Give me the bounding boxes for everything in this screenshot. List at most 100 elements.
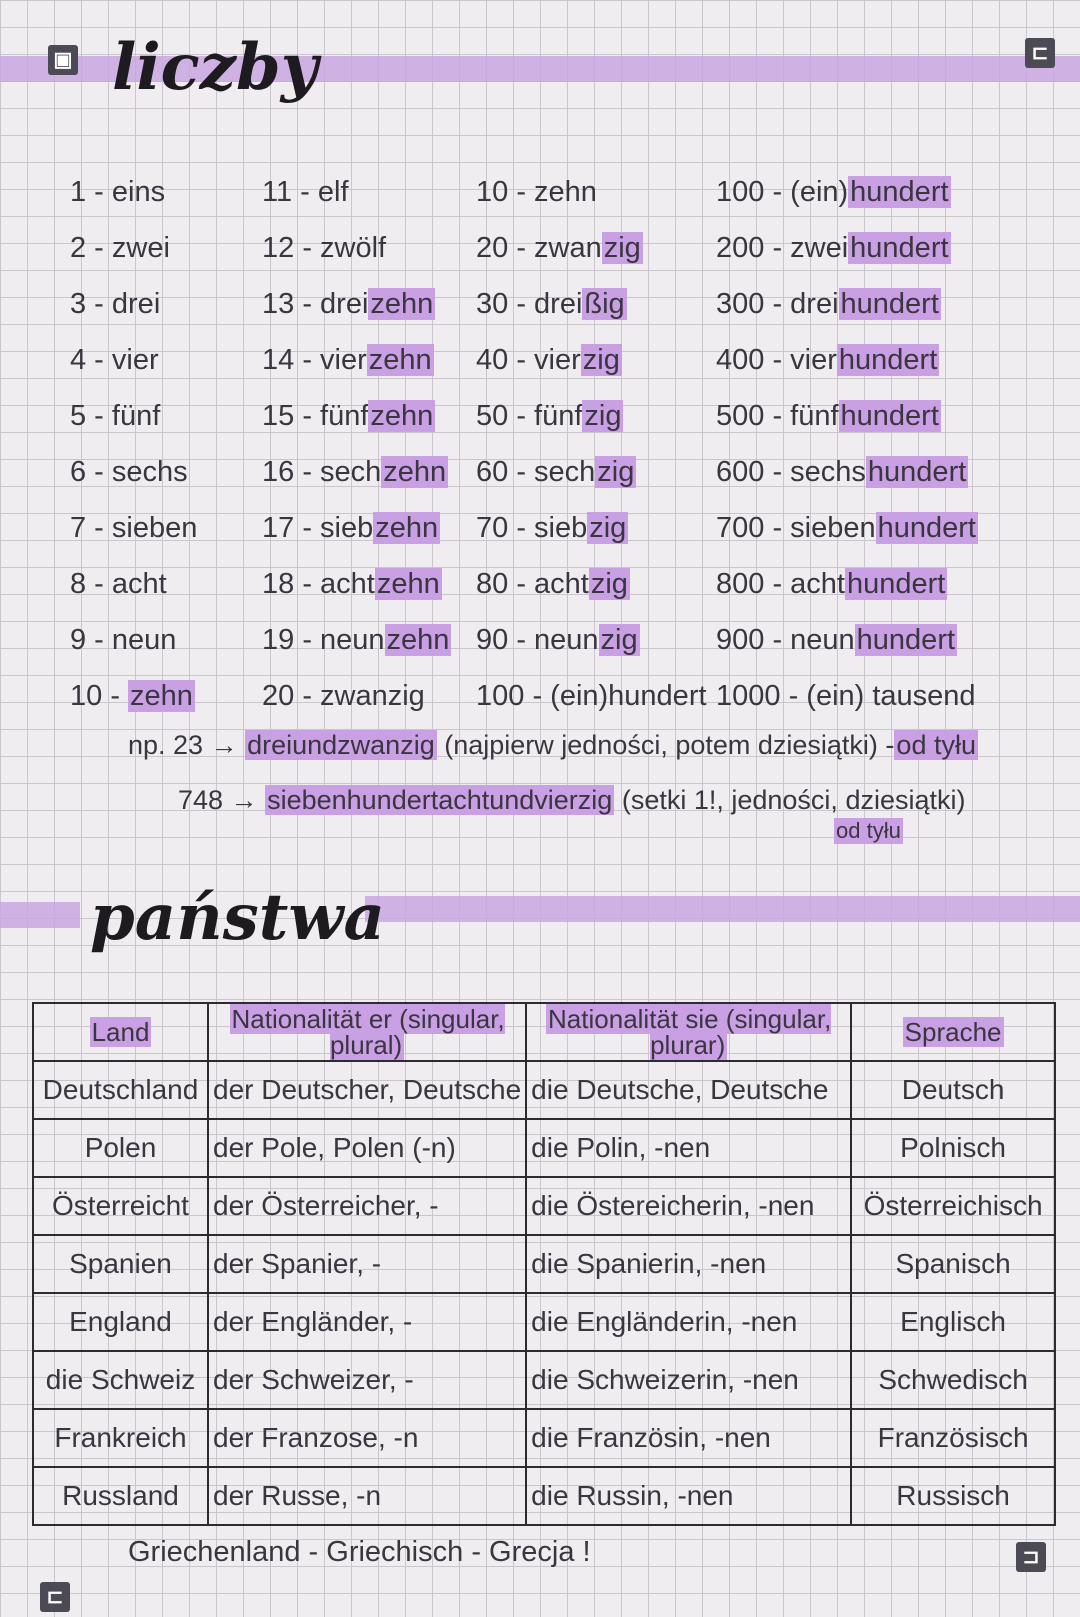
number-text: 9 - neun [70,624,177,656]
table-cell: Österreichisch [850,1176,1056,1236]
number-highlight: hundert [838,288,941,320]
number-text: 18 - acht [262,568,375,600]
example-rule: (setki 1!, jedności, dziesiątki) [621,785,966,815]
example-rule: (najpierw jedności, potem dziesiątki) - [444,730,895,760]
number-entry: 1000 - (ein) tausend [716,680,976,713]
number-highlight: zig [601,232,643,264]
number-highlight: zig [580,344,622,376]
table-cell: Polen [32,1118,209,1178]
table-cell: der Österreicher, - [206,1176,528,1236]
number-entry: 70 - siebzig [476,512,629,545]
number-highlight: zig [598,624,640,656]
countries-table: Land Nationalität er (singular, plural) … [32,1002,1056,1526]
table-cell: die Russin, -nen [525,1466,853,1526]
section-title-numbers: liczby [112,30,318,105]
number-entry: 10 - zehn [70,680,195,713]
table-row: England der Engländer, - die Engländerin, … [32,1292,1056,1352]
table-row: Frankreich der Franzose, -n die Französin,… [32,1408,1056,1468]
table-cell: der Deutscher, Deutsche [206,1060,528,1120]
table-cell: der Pole, Polen (-n) [206,1118,528,1178]
section-title-countries: państwa [90,880,385,955]
table-cell: Spanisch [850,1234,1056,1294]
number-highlight: hundert [838,400,941,432]
number-text: 100 - (ein) [716,176,849,208]
number-text: 50 - fünf [476,400,583,432]
number-text: 30 - drei [476,288,583,320]
number-entry: 30 - dreißig [476,288,627,321]
number-text: 300 - drei [716,288,839,320]
corner-icon: ⊐ [1016,1542,1046,1572]
number-entry: 60 - sechzig [476,456,637,489]
number-highlight: zig [582,400,624,432]
number-highlight: zig [587,512,629,544]
table-cell: die Engländerin, -nen [525,1292,853,1352]
number-text: 2 - zwei [70,232,170,264]
number-text: 13 - drei [262,288,369,320]
number-text: 16 - sech [262,456,382,488]
number-text: 1000 - (ein) tausend [716,680,976,712]
title-band [0,56,1080,82]
number-text: 15 - fünf [262,400,369,432]
number-entry: 800 - achthundert [716,568,948,601]
number-highlight: zig [595,456,637,488]
example-word: dreiundzwanzig [245,730,437,760]
number-highlight: hundert [844,568,948,600]
number-text: 60 - sech [476,456,596,488]
number-entry: 20 - zwanzig [262,680,425,713]
number-entry: 40 - vierzig [476,344,622,377]
number-highlight: zig [588,568,630,600]
table-cell: Englisch [850,1292,1056,1352]
number-entry: 17 - siebzehn [262,512,441,545]
number-entry: 80 - achtzig [476,568,630,601]
number-entry: 12 - zwölf [262,232,386,265]
number-highlight: zehn [384,624,452,656]
example-number: np. 23 → [128,730,238,760]
table-cell: die Deutsche, Deutsche [525,1060,853,1120]
number-text: 12 - zwölf [262,232,387,264]
number-text: 10 - zehn [476,176,597,208]
table-cell: Frankreich [32,1408,209,1468]
number-text: 200 - zwei [716,232,849,264]
table-cell: Russisch [850,1466,1056,1526]
table-cell: die Spanierin, -nen [525,1234,853,1294]
example-tail: od tyłu [834,818,903,844]
number-entry: 90 - neunzig [476,624,640,657]
number-entry: 100 - (ein)hundert [476,680,707,713]
number-highlight: hundert [875,512,978,544]
number-highlight: zehn [368,288,436,320]
number-text: 17 - sieb [262,512,374,544]
number-text: 8 - acht [70,568,167,600]
number-highlight: zehn [366,344,434,376]
table-row: Österreicht der Österreicher, - die Östere… [32,1176,1056,1236]
number-entry: 700 - siebenhundert [716,512,978,545]
number-text: 5 - fünf [70,400,161,432]
number-highlight: zehn [373,512,441,544]
table-cell: Spanien [32,1234,209,1294]
number-highlight: zehn [381,456,449,488]
table-cell: England [32,1292,209,1352]
number-highlight: zehn [374,568,442,600]
number-highlight: zehn [368,400,436,432]
table-row: Polen der Pole, Polen (-n) die Polin, -nen… [32,1118,1056,1178]
table-cell: Französisch [850,1408,1056,1468]
table-cell: die Französin, -nen [525,1408,853,1468]
number-entry: 13 - dreizehn [262,288,436,321]
number-text: 700 - sieben [716,512,876,544]
number-text: 400 - vier [716,344,837,376]
table-cell: Polnisch [850,1118,1056,1178]
number-text: 14 - vier [262,344,367,376]
number-entry: 11 - elf [262,176,349,209]
number-text: 500 - fünf [716,400,839,432]
number-text: 100 - (ein)hundert [476,680,707,712]
table-cell: Österreicht [32,1176,209,1236]
number-text: 19 - neun [262,624,385,656]
number-highlight: hundert [848,176,951,208]
table-cell: die Schweizerin, -nen [525,1350,853,1410]
number-entry: 400 - vierhundert [716,344,940,377]
table-row: Russland der Russe, -n die Russin, -nen Rus… [32,1466,1056,1526]
table-cell: Deutschland [32,1060,209,1120]
number-text: 10 - [70,680,129,712]
table-cell: der Schweizer, - [206,1350,528,1410]
number-entry: 200 - zweihundert [716,232,951,265]
